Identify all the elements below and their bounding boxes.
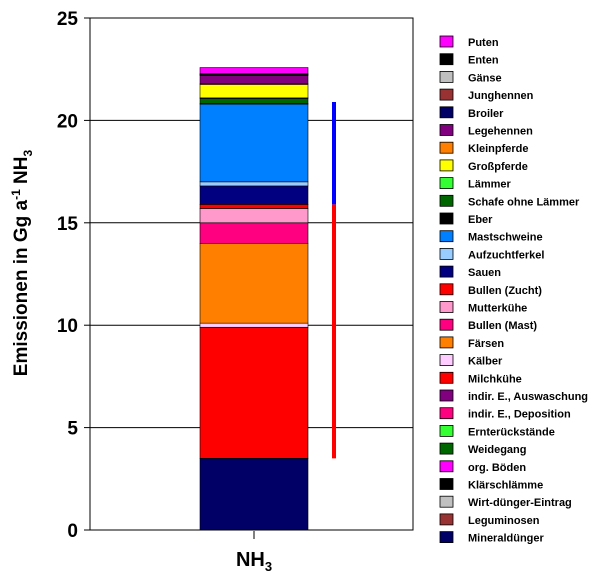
bar-segment [199,181,309,187]
legend-label: Enten [468,55,499,67]
legend-label: Kleinpferde [468,143,529,155]
legend-label: Eber [468,214,493,226]
plot-area-frame [89,17,414,531]
legend-swatch [439,230,454,243]
legend-swatch [439,283,454,296]
bar-segment [199,458,309,531]
legend-swatch [439,371,454,384]
legend-swatch [439,159,454,172]
legend-label: Leguminosen [468,515,540,527]
legend-label: indir. E., Deposition [468,409,571,421]
legend-swatch [439,389,454,402]
bar-segment [199,242,309,324]
legend-swatch [439,495,454,508]
legend-swatch [439,88,454,101]
legend-label: indir. E., Auswaschung [468,391,588,403]
y-tick-label: 20 [57,111,78,132]
legend-swatch [439,247,454,260]
legend-swatch [439,336,454,349]
legend-swatch [439,318,454,331]
legend-label: Schafe ohne Lämmer [468,196,580,208]
bar-segment [199,103,309,183]
legend-label: Gänse [468,72,502,84]
bar-segment [199,222,309,244]
legend-label: Mutterkühe [468,303,527,315]
legend-swatch [439,106,454,119]
legend-swatch [439,53,454,66]
bar-segment [199,208,309,224]
bar-segment [199,326,309,459]
y-axis-title-sub: 3 [21,149,35,156]
category-label-sub: 3 [265,559,272,574]
legend-label: Ernterückstände [468,426,555,438]
legend-label: Mineraldünger [468,533,545,545]
legend-swatch [439,124,454,136]
legend-label: org. Böden [468,462,526,474]
legend-label: Milchkühe [468,373,522,385]
legend-label: Broiler [468,108,504,120]
legend-label: Kälber [468,356,503,368]
bar-segment [199,98,309,104]
legend-label: Klärschlämme [468,480,543,492]
y-axis-title-sup: -1 [9,189,23,200]
legend-label: Puten [468,37,499,49]
legend-label: Lämmer [468,179,512,191]
y-axis-tick-labels: 0 5 10 15 20 25 [57,9,79,542]
bar-segment [199,185,309,205]
legend-swatch [439,354,454,367]
legend-swatch [439,141,454,154]
legend-label: Färsen [468,338,504,350]
y-tick-label: 15 [57,214,79,235]
legend-swatch [439,513,454,526]
bar-segment [199,204,309,209]
y-axis-ticks [84,17,90,531]
legend-swatch [439,35,454,48]
y-tick-label: 25 [57,9,79,30]
legend-swatch [439,194,454,207]
legend-swatch [439,531,454,543]
legend-swatch [439,71,454,83]
legend-swatch [439,407,454,420]
category-label-main: NH [236,549,265,571]
legend-label: Aufzuchtferkel [468,249,544,261]
stacked-bar [199,67,309,531]
legend-label: Bullen (Mast) [468,320,537,332]
bar-segment [199,67,309,75]
y-tick-label: 0 [67,521,78,542]
legend-label: Großpferde [468,161,528,173]
legend-label: Sauen [468,267,501,279]
legend-swatch [439,177,454,190]
legend-swatch [439,478,454,490]
legend-label: Weidegang [468,444,526,456]
legend-swatch [439,212,454,225]
legend-label: Wirt-dünger-Eintrag [468,497,572,509]
legend-label: Legehennen [468,126,533,138]
legend-swatch [439,265,454,278]
legend-label: Bullen (Zucht) [468,285,542,297]
y-axis-title-main: Emissionen in Gg a [11,199,32,376]
bar-segment [199,322,309,328]
x-axis-category-label: NH3 [236,549,272,574]
legend-swatch [439,460,454,473]
y-axis-title-mid: NH [11,156,32,189]
y-axis-title: Emissionen in Gg a-1 NH3 [9,149,35,376]
legend-swatch [439,424,454,437]
legend-label: Junghennen [468,90,534,102]
bar-segment [199,84,309,99]
y-tick-label: 5 [67,419,78,440]
y-tick-label: 10 [57,316,78,337]
legend-label: Mastschweine [468,232,543,244]
legend-swatch [439,301,454,313]
legend: Puten Enten Gänse Junghennen Broiler Legehenn… [439,35,588,545]
legend-swatch [439,442,454,455]
bar-segment [199,75,309,84]
